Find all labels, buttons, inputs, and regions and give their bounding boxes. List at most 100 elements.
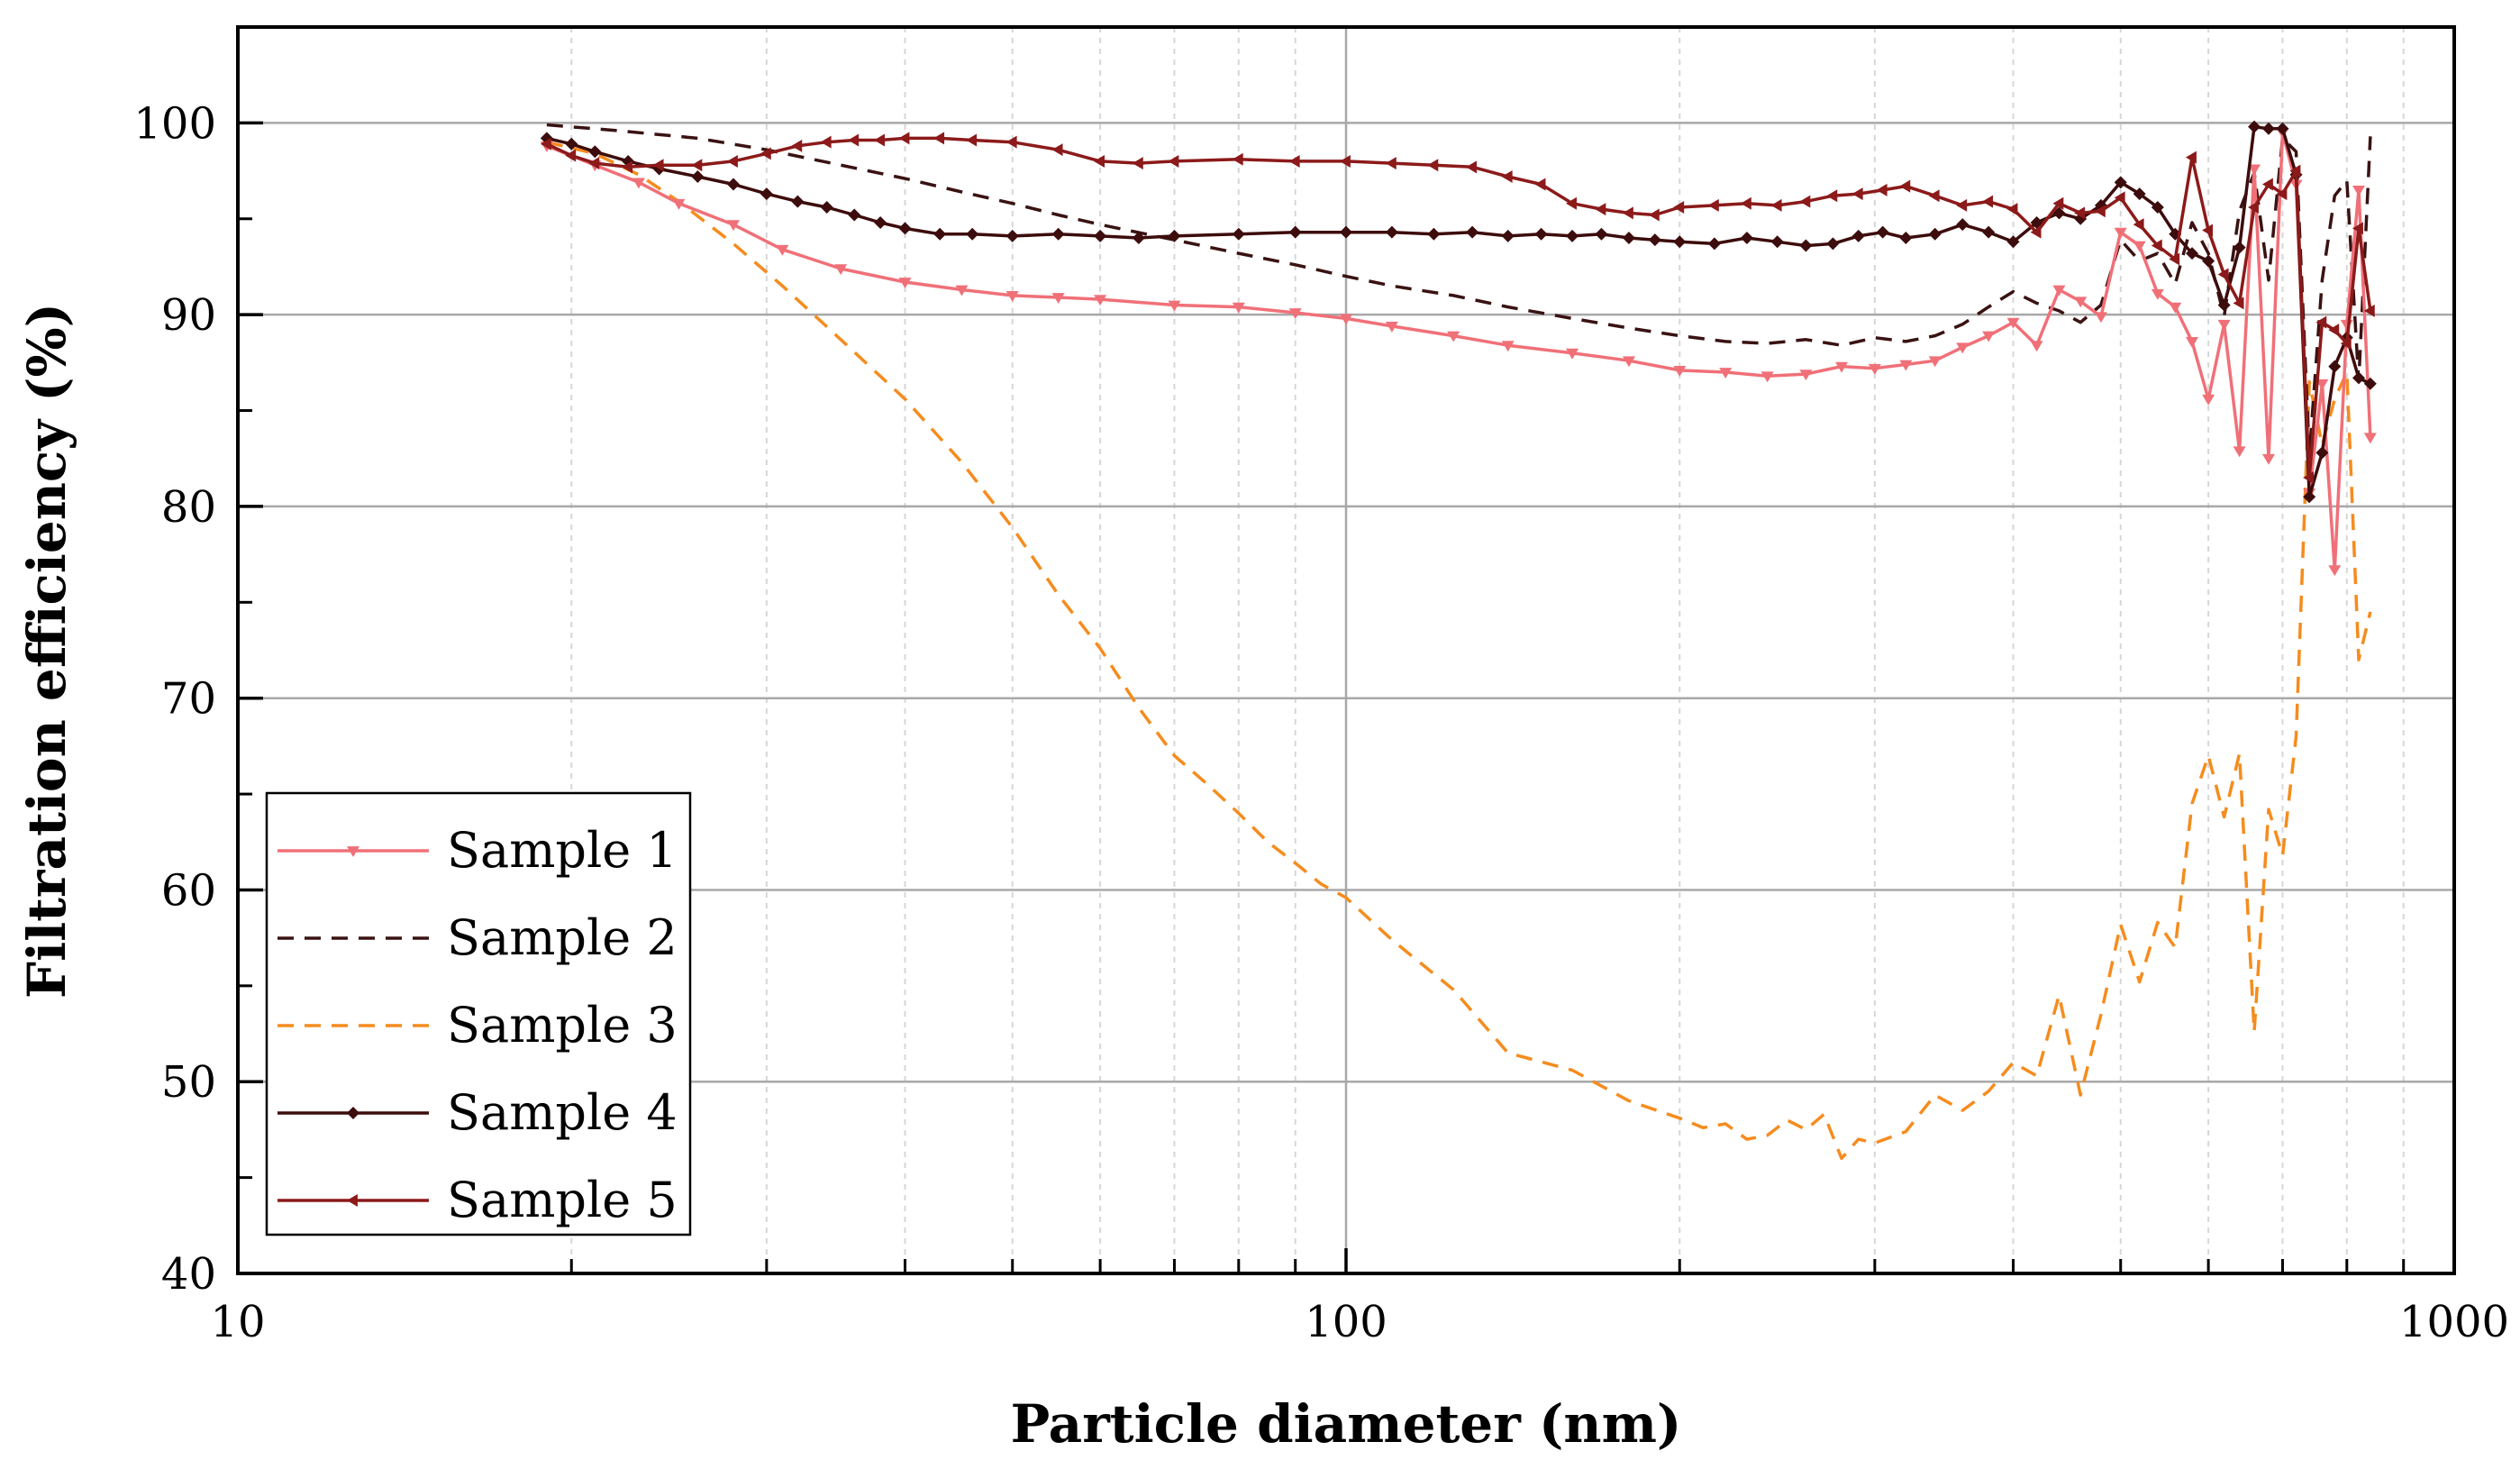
data-point (2261, 122, 2275, 135)
data-point (1168, 154, 1179, 168)
data-point (1760, 371, 1774, 383)
data-point (1534, 178, 1546, 191)
data-point (1928, 356, 1942, 368)
data-point (933, 227, 947, 241)
data-point (2340, 337, 2352, 351)
data-point (1740, 196, 1751, 210)
data-point (1094, 229, 1107, 242)
legend-label-3: Sample 3 (447, 997, 678, 1054)
data-point (1956, 198, 1968, 212)
series-line-2 (546, 123, 2372, 457)
data-point (2217, 268, 2229, 281)
data-point (1770, 198, 1782, 212)
data-point (1799, 370, 1813, 381)
data-point (691, 169, 705, 183)
data-point (2133, 187, 2146, 201)
x-tick-label: 10 (210, 1297, 265, 1347)
data-point (1799, 195, 1811, 208)
data-point (1595, 227, 1608, 241)
data-point (2363, 377, 2377, 390)
data-point (727, 178, 741, 191)
y-tick-label: 90 (161, 290, 216, 341)
series-line-3 (546, 140, 2372, 1161)
data-point (1566, 229, 1579, 242)
data-point (1385, 225, 1398, 239)
data-point (1622, 206, 1633, 220)
data-point (2151, 239, 2162, 252)
data-point (2303, 471, 2315, 485)
data-point (966, 133, 978, 147)
data-point (760, 147, 771, 160)
data-point (2006, 235, 2020, 249)
data-point (2151, 288, 2164, 300)
data-point (820, 135, 832, 149)
data-point (2151, 201, 2164, 214)
data-point (540, 137, 551, 151)
data-point (2186, 151, 2197, 164)
series-4 (540, 120, 2377, 504)
data-point (820, 201, 833, 214)
data-point (955, 285, 969, 297)
data-point (1740, 232, 1753, 245)
data-point (2094, 312, 2107, 324)
data-point (1928, 189, 1940, 203)
data-point (1673, 235, 1687, 249)
data-point (1232, 152, 1243, 166)
data-point (2352, 222, 2363, 235)
data-point (2233, 241, 2246, 254)
data-point (1826, 237, 1840, 251)
data-point (2114, 191, 2125, 205)
data-point (1595, 203, 1606, 216)
data-point (2186, 337, 2199, 348)
data-point (672, 198, 686, 210)
data-point (1928, 227, 1942, 241)
data-point (1340, 225, 1352, 239)
data-point (2289, 164, 2301, 178)
data-point (1648, 208, 1660, 222)
data-point (1005, 290, 1019, 302)
data-point (2315, 315, 2327, 329)
data-point (2006, 317, 2020, 329)
data-point (1982, 331, 1996, 342)
data-point (966, 227, 979, 241)
data-point (2030, 225, 2042, 239)
data-point (1719, 368, 1733, 379)
legend-label-1: Sample 1 (447, 822, 678, 879)
data-point (1851, 229, 1865, 242)
data-point (2006, 203, 2018, 216)
data-point (1566, 196, 1577, 210)
data-point (874, 133, 886, 147)
data-point (2315, 379, 2329, 390)
legend-marker-5 (347, 1194, 358, 1207)
data-point (1385, 157, 1396, 170)
data-point (2248, 164, 2261, 176)
data-point (1168, 229, 1181, 242)
data-point (1427, 159, 1439, 172)
data-point (791, 139, 803, 152)
data-point (1673, 365, 1687, 377)
data-point (2363, 304, 2375, 317)
data-point (691, 159, 703, 172)
y-tick-label: 70 (161, 674, 216, 725)
data-point (776, 244, 789, 256)
y-tick-label: 100 (133, 98, 216, 149)
data-point (1899, 360, 1913, 371)
y-tick-label: 50 (161, 1057, 216, 1108)
series-line-1 (546, 131, 2372, 571)
data-point (2169, 302, 2182, 314)
data-point (2202, 254, 2215, 268)
y-tick-label: 60 (161, 865, 216, 916)
data-point (1051, 293, 1065, 305)
data-point (1899, 232, 1913, 245)
data-point (1447, 331, 1460, 342)
data-point (1876, 183, 1888, 196)
data-point (2202, 224, 2214, 237)
data-point (1466, 225, 1479, 239)
data-point (1622, 232, 1635, 245)
data-point (791, 195, 805, 208)
data-point (1956, 218, 1970, 232)
legend-items: Sample 1 Sample 2 Sample 3 Sample 4 Sample 5 (277, 822, 678, 1228)
data-point (1288, 225, 1302, 239)
data-point (2169, 252, 2180, 266)
